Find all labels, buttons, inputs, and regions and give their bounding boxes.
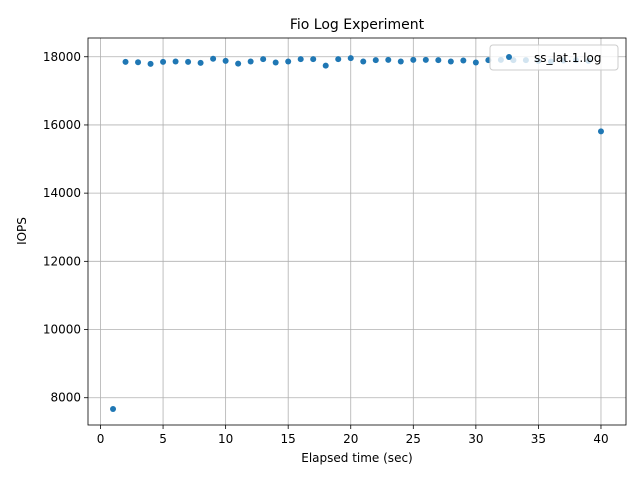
- data-point: [472, 59, 479, 66]
- data-point: [397, 58, 404, 65]
- data-point: [372, 57, 379, 64]
- x-tick-label: 35: [531, 432, 546, 446]
- legend-box: [489, 44, 619, 71]
- data-point: [272, 59, 279, 66]
- x-tick-label: 15: [281, 432, 296, 446]
- data-point: [447, 58, 454, 65]
- y-tick-label: 12000: [43, 254, 81, 268]
- data-point: [110, 405, 117, 412]
- data-point: [297, 56, 304, 63]
- plot-frame: [87, 37, 627, 426]
- x-tick-label: 5: [159, 432, 167, 446]
- data-point: [310, 56, 317, 63]
- grid-lines: [88, 38, 626, 425]
- data-point: [235, 60, 242, 67]
- data-point: [197, 59, 204, 66]
- data-point: [385, 56, 392, 63]
- axes-spines: [87, 37, 627, 426]
- plot-area: [88, 38, 626, 425]
- data-point: [160, 58, 167, 65]
- axis-ticks: 0 5 10 15 20 25 30 35 40 8000 10000 12000 14000 16000…: [43, 50, 609, 446]
- y-tick-label: 10000: [43, 323, 81, 337]
- data-point: [410, 56, 417, 63]
- x-tick-label: 0: [97, 432, 105, 446]
- data-point: [422, 56, 429, 63]
- data-point: [185, 58, 192, 65]
- data-point: [335, 56, 342, 63]
- data-point: [122, 58, 129, 65]
- y-tick-label: 18000: [43, 50, 81, 64]
- data-point: [347, 55, 354, 62]
- data-point: [172, 58, 179, 65]
- y-tick-label: 14000: [43, 186, 81, 200]
- x-tick-label: 20: [343, 432, 358, 446]
- x-axis-label: Elapsed time (sec): [301, 451, 412, 465]
- legend-marker: [506, 54, 512, 60]
- x-tick-label: 25: [406, 432, 421, 446]
- x-tick-label: 40: [593, 432, 608, 446]
- x-tick-label: 30: [468, 432, 483, 446]
- data-point: [435, 57, 442, 64]
- y-tick-label: 16000: [43, 118, 81, 132]
- data-point: [285, 58, 292, 65]
- data-point: [247, 58, 254, 65]
- legend-label: ss_lat.1.log: [534, 51, 601, 65]
- data-point: [260, 56, 267, 63]
- data-point: [322, 62, 329, 69]
- data-point: [597, 128, 604, 135]
- data-point: [222, 57, 229, 64]
- y-axis-label: IOPS: [15, 217, 29, 245]
- x-tick-label: 10: [218, 432, 233, 446]
- data-point: [460, 57, 467, 64]
- data-point: [210, 55, 217, 62]
- chart-title: Fio Log Experiment: [290, 17, 425, 33]
- y-tick-label: 8000: [50, 391, 81, 405]
- data-point: [135, 59, 142, 66]
- data-point: [147, 60, 154, 67]
- legend: ss_lat.1.log: [489, 44, 619, 71]
- data-point: [360, 58, 367, 65]
